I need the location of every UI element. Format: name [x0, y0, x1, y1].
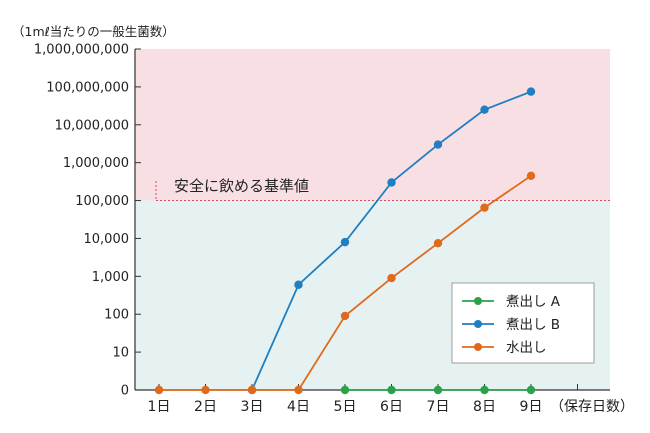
y-tick-label: 1,000 — [92, 270, 129, 285]
x-tick-label: 3日 — [241, 399, 264, 415]
y-tick-label: 100,000,000 — [46, 80, 129, 95]
data-point — [433, 238, 443, 248]
y-tick-label: 10 — [112, 346, 129, 361]
data-point — [201, 385, 210, 395]
legend-label: 水出し — [506, 340, 547, 356]
data-point — [294, 385, 303, 395]
legend: 煮出し A 煮出し B 水出し — [451, 282, 595, 364]
data-point — [340, 385, 350, 395]
legend-label: 煮出し A — [506, 294, 561, 310]
data-point — [526, 171, 536, 181]
data-point — [340, 237, 350, 247]
x-tick-label: 4日 — [287, 399, 310, 415]
y-tick-label: 1,000,000 — [63, 156, 129, 171]
data-point — [480, 203, 489, 212]
y-tick-label: 10,000,000 — [55, 118, 129, 133]
data-point — [480, 385, 489, 395]
data-point — [526, 87, 536, 96]
data-point — [247, 385, 257, 395]
data-point — [154, 385, 164, 395]
y-tick-label: 1,000,000,000 — [34, 43, 129, 58]
legend-label: 煮出し B — [506, 317, 560, 333]
data-point — [387, 178, 396, 187]
legend-marker — [474, 297, 482, 305]
x-unit-label: （保存日数） — [550, 399, 634, 415]
legend-marker — [474, 343, 482, 351]
x-tick-label: 9日 — [520, 399, 543, 415]
y-tick-label: 100 — [104, 308, 129, 323]
data-point — [340, 311, 350, 321]
legend-marker — [474, 320, 482, 328]
x-tick-label: 6日 — [380, 399, 403, 415]
data-point — [526, 385, 536, 395]
data-point — [294, 280, 303, 289]
y-tick-label: 0 — [121, 384, 129, 399]
x-tick-label: 5日 — [334, 399, 357, 415]
x-tick-label: 8日 — [473, 399, 496, 415]
x-tick-label: 7日 — [427, 399, 450, 415]
x-tick-label: 2日 — [194, 399, 217, 415]
data-point — [433, 140, 443, 149]
data-point — [433, 385, 443, 395]
x-tick-label: 1日 — [148, 399, 171, 415]
y-unit-label: （1mℓ当たりの一般生菌数） — [12, 24, 175, 39]
threshold-label: 安全に飲める基準値 — [174, 177, 309, 195]
data-point — [387, 273, 396, 283]
y-tick-label: 10,000 — [84, 232, 130, 247]
data-point — [387, 385, 396, 395]
y-tick-label: 100,000 — [75, 194, 129, 209]
data-point — [480, 105, 489, 114]
